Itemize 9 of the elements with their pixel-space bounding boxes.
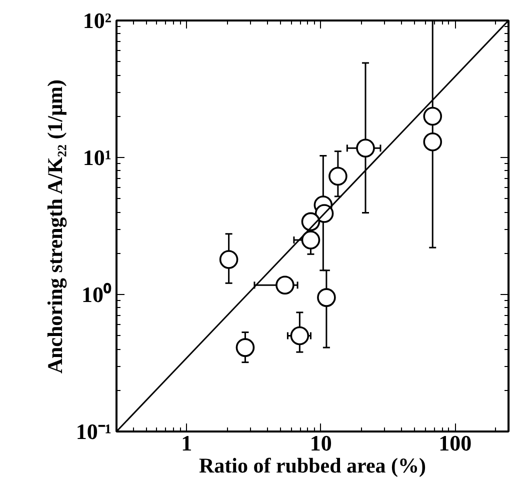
y-tick-label: 10²: [82, 8, 112, 33]
y-axis-title: Anchoring strength A/K₂₂ (1/μm): [42, 79, 67, 374]
x-tick-label: 1: [181, 430, 192, 456]
x-axis-title: Ratio of rubbed area (%): [198, 454, 426, 478]
y-tick-label: 10¹: [82, 145, 112, 170]
x-tick-label: 100: [438, 430, 472, 456]
x-tick-label: 10: [310, 430, 332, 456]
y-tick-label: 10⁻¹: [76, 419, 112, 444]
y-tick-label: 10⁰: [82, 282, 112, 307]
